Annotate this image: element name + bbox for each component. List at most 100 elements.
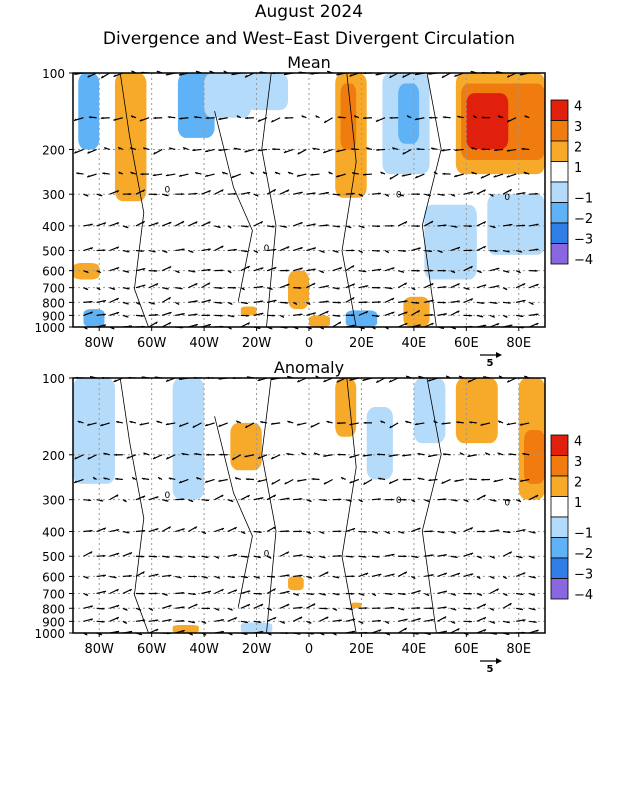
wind-vector-head (218, 117, 222, 120)
wind-vector-head (103, 324, 107, 327)
wind-vector-head (168, 312, 172, 315)
wind-vector-head (441, 75, 445, 78)
wind-vector-head (101, 607, 105, 610)
wind-vector-head (259, 592, 263, 595)
wind-vector-head (469, 249, 473, 252)
wind-vector-head (404, 323, 408, 326)
wind-vector-head (430, 574, 434, 577)
wind-vector-head (132, 477, 136, 480)
wind-vector-head (392, 147, 396, 150)
wind-vector-head (415, 175, 419, 178)
wind-vector-head (535, 223, 539, 226)
wind-vector-head (142, 529, 146, 533)
wind-vector-head (129, 552, 133, 555)
wind-vector-head (323, 379, 327, 382)
wind-vector-head (491, 576, 495, 579)
wind-vector-head (165, 422, 169, 426)
wind-vector-head (313, 452, 317, 456)
wind-vector-head (194, 575, 197, 578)
wind-vector-head (178, 73, 182, 76)
wind-vector-head (312, 603, 316, 607)
x-tick-label: 60W (137, 336, 167, 351)
wind-vector-head (116, 222, 120, 225)
wind-vector-head (522, 283, 526, 286)
shaded-region (114, 73, 147, 202)
wind-vector-head (74, 118, 78, 121)
y-tick-label: 500 (42, 245, 65, 259)
wind-vector-head (443, 269, 446, 272)
wind-vector-head (452, 621, 456, 624)
wind-vector-head (85, 270, 89, 273)
wind-vector-head (390, 224, 394, 227)
wind-vector-head (236, 420, 240, 424)
wind-vector-head (352, 618, 356, 622)
wind-vector-head (519, 479, 523, 482)
wind-vector-head (286, 591, 290, 594)
wind-vector-head (334, 608, 337, 611)
wind-vector-head (129, 421, 133, 424)
wind-vector-head (480, 315, 484, 318)
wind-vector-head (273, 267, 277, 270)
wind-vector-head (181, 498, 185, 501)
wind-vector-head (483, 284, 487, 287)
wind-vector-head (128, 589, 132, 592)
wind-vector-head (89, 618, 93, 621)
wind-vector-head (88, 498, 92, 502)
wind-vector-head (333, 632, 337, 636)
wind-vector-head (520, 592, 524, 596)
wind-vector-head (361, 225, 365, 228)
wind-vector-head (532, 576, 536, 579)
wind-vector-head (156, 421, 160, 424)
wind-vector-head (471, 172, 475, 175)
reference-vector-label: 5 (487, 358, 494, 369)
contour-line (341, 377, 357, 634)
wind-vector-head (311, 478, 315, 481)
wind-vector-head (176, 270, 180, 273)
wind-vector-head (441, 422, 445, 425)
wind-vector-head (473, 115, 477, 118)
x-tick-label: 60E (454, 336, 479, 351)
contour-line (421, 72, 442, 328)
wind-vector-head (231, 175, 235, 178)
wind-vector-head (535, 248, 539, 251)
wind-vector-head (453, 531, 457, 534)
wind-vector-head (154, 193, 158, 196)
wind-vector-head (452, 270, 456, 273)
wind-vector-head (426, 593, 430, 596)
wind-vector-head (125, 315, 129, 318)
wind-vector-head (219, 453, 223, 456)
wind-vector-head (209, 71, 213, 74)
wind-vector-head (179, 287, 183, 290)
wind-vector-head (103, 300, 106, 303)
wind-vector-head (100, 116, 104, 120)
wind-vector-head (496, 323, 500, 326)
wind-vector-head (338, 619, 342, 622)
wind-vector-head (387, 632, 391, 635)
wind-vector-head (338, 267, 342, 270)
wind-vector-head (430, 323, 434, 326)
wind-vector-head (257, 555, 261, 558)
wind-vector-head (205, 174, 209, 177)
wind-vector-head (141, 189, 145, 193)
wind-vector-head (140, 172, 144, 176)
wind-vector-head (207, 590, 211, 594)
wind-vector-head (468, 478, 472, 481)
wind-vector-head (301, 452, 305, 455)
wind-vector-head (194, 453, 198, 456)
wind-vector-head (297, 151, 301, 155)
wind-vector-head (338, 301, 341, 304)
wind-vector-head (519, 250, 523, 253)
shaded-region (366, 407, 393, 480)
legend-swatch (550, 161, 569, 183)
wind-vector-head (391, 553, 395, 557)
wind-vector-head (337, 453, 341, 456)
wind-vector-head (520, 314, 524, 318)
wind-vector-head (454, 499, 458, 502)
wind-vector-head (324, 498, 328, 502)
wind-vector-head (260, 300, 264, 303)
x-tick-label: 60E (454, 642, 479, 657)
wind-vector-head (142, 495, 146, 499)
reference-vector-label: 5 (487, 664, 494, 675)
wind-vector-head (336, 576, 340, 579)
wind-vector-head (430, 283, 434, 286)
